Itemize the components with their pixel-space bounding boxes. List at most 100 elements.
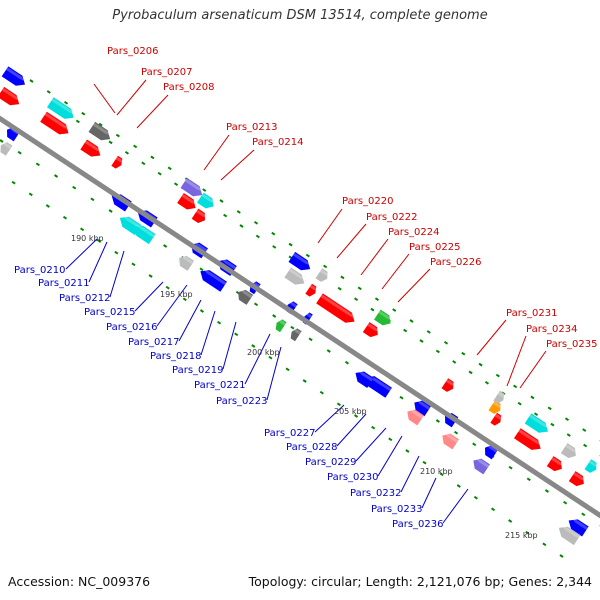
track-dash	[133, 144, 138, 149]
gene-label-bottom: Pars_0216	[106, 322, 157, 333]
track-dash	[28, 192, 33, 197]
gene-arrow	[490, 412, 503, 426]
track-dash	[80, 227, 85, 232]
gene-arrow	[288, 251, 313, 271]
gene-label-top: Pars_0234	[526, 324, 577, 335]
gene-arrow	[493, 390, 506, 404]
track-dash	[495, 373, 500, 378]
track-dash	[371, 425, 376, 430]
track-dash	[422, 460, 427, 465]
track-dash	[405, 449, 410, 453]
track-dash	[456, 484, 461, 488]
kbp-tick-label: 215 kbp	[505, 531, 538, 540]
gene-label-bottom: Pars_0229	[305, 457, 356, 468]
track-dash	[165, 285, 170, 290]
track-dash	[583, 443, 588, 448]
gene-arrow	[362, 322, 380, 338]
track-dash	[0, 139, 4, 143]
gene-label-top: Pars_0214	[252, 137, 303, 148]
track-dash	[202, 188, 207, 192]
leader-line	[317, 208, 343, 244]
green-dash-tracks	[0, 79, 600, 558]
track-dash	[517, 401, 522, 406]
accession-text: Accession: NC_009376	[8, 574, 151, 589]
track-dash	[370, 307, 375, 312]
track-dash	[288, 242, 293, 247]
leader-line	[109, 250, 125, 298]
leader-line	[203, 134, 230, 171]
track-dash	[199, 309, 205, 313]
gene-arrow	[179, 255, 195, 271]
leader-line	[377, 435, 403, 477]
leader-line	[476, 319, 507, 356]
track-dash	[582, 428, 587, 432]
leader-line	[134, 281, 164, 312]
gene-arrow	[197, 192, 216, 209]
kbp-tick-label: 200 kbp	[247, 348, 280, 357]
gene-arrow	[584, 459, 599, 473]
track-dash	[253, 220, 259, 225]
track-dash	[29, 79, 34, 83]
gene-arrow	[407, 408, 424, 426]
gene-arrow	[191, 208, 207, 223]
track-dash	[63, 100, 69, 105]
track-dash	[75, 119, 80, 124]
track-dash	[285, 367, 290, 372]
gene-label-bottom: Pars_0221	[194, 380, 245, 391]
track-dash	[473, 495, 478, 500]
leader-line	[336, 413, 367, 447]
track-dash	[336, 402, 341, 407]
gene-label-bottom: Pars_0227	[264, 428, 315, 439]
gene-arrow	[315, 268, 330, 282]
gene-arrow	[0, 142, 13, 156]
track-dash	[544, 489, 550, 493]
track-dash	[35, 162, 40, 167]
gene-label-top: Pars_0206	[107, 46, 158, 57]
track-dash	[409, 319, 414, 323]
gene-arrow	[284, 267, 307, 285]
track-dash	[167, 166, 172, 171]
track-dash	[478, 362, 483, 367]
track-dash	[108, 209, 113, 213]
gene-arrow	[560, 443, 578, 459]
track-dash	[419, 339, 424, 343]
track-dash	[326, 349, 331, 353]
track-dash	[533, 412, 539, 417]
leader-line	[116, 79, 147, 116]
gene-arrow	[40, 111, 71, 135]
gene-arrow	[111, 155, 124, 169]
gene-arrow	[180, 177, 205, 197]
track-dash	[53, 174, 59, 178]
track-dash	[62, 215, 68, 220]
track-dash	[374, 297, 380, 302]
track-dash	[323, 264, 328, 269]
gene-arrow	[200, 268, 227, 292]
gene-arrow	[290, 328, 302, 342]
track-dash	[150, 155, 155, 160]
track-dash	[566, 433, 571, 437]
gene-label-top: Pars_0226	[430, 257, 481, 268]
gene-arrow	[0, 86, 22, 106]
track-dash	[353, 414, 359, 418]
track-dash	[508, 519, 513, 523]
gene-arrow	[355, 370, 374, 388]
leader-line	[355, 427, 387, 462]
gene-label-bottom: Pars_0230	[327, 472, 378, 483]
leader-line	[220, 149, 255, 181]
kbp-tick-label: 190 kbp	[71, 234, 104, 243]
gene-arrow	[374, 309, 393, 326]
track-dash	[508, 465, 513, 470]
track-dash	[131, 262, 136, 267]
track-dash	[90, 197, 95, 202]
track-dash	[435, 419, 440, 423]
track-dash	[542, 542, 547, 547]
gene-arrow	[133, 224, 156, 245]
track-dash	[223, 213, 228, 218]
gene-label-bottom: Pars_0217	[128, 337, 179, 348]
track-dash	[399, 395, 404, 400]
track-dash	[547, 406, 552, 411]
leader-line	[88, 241, 108, 283]
gene-label-bottom: Pars_0218	[150, 351, 201, 362]
track-dash	[272, 245, 277, 249]
